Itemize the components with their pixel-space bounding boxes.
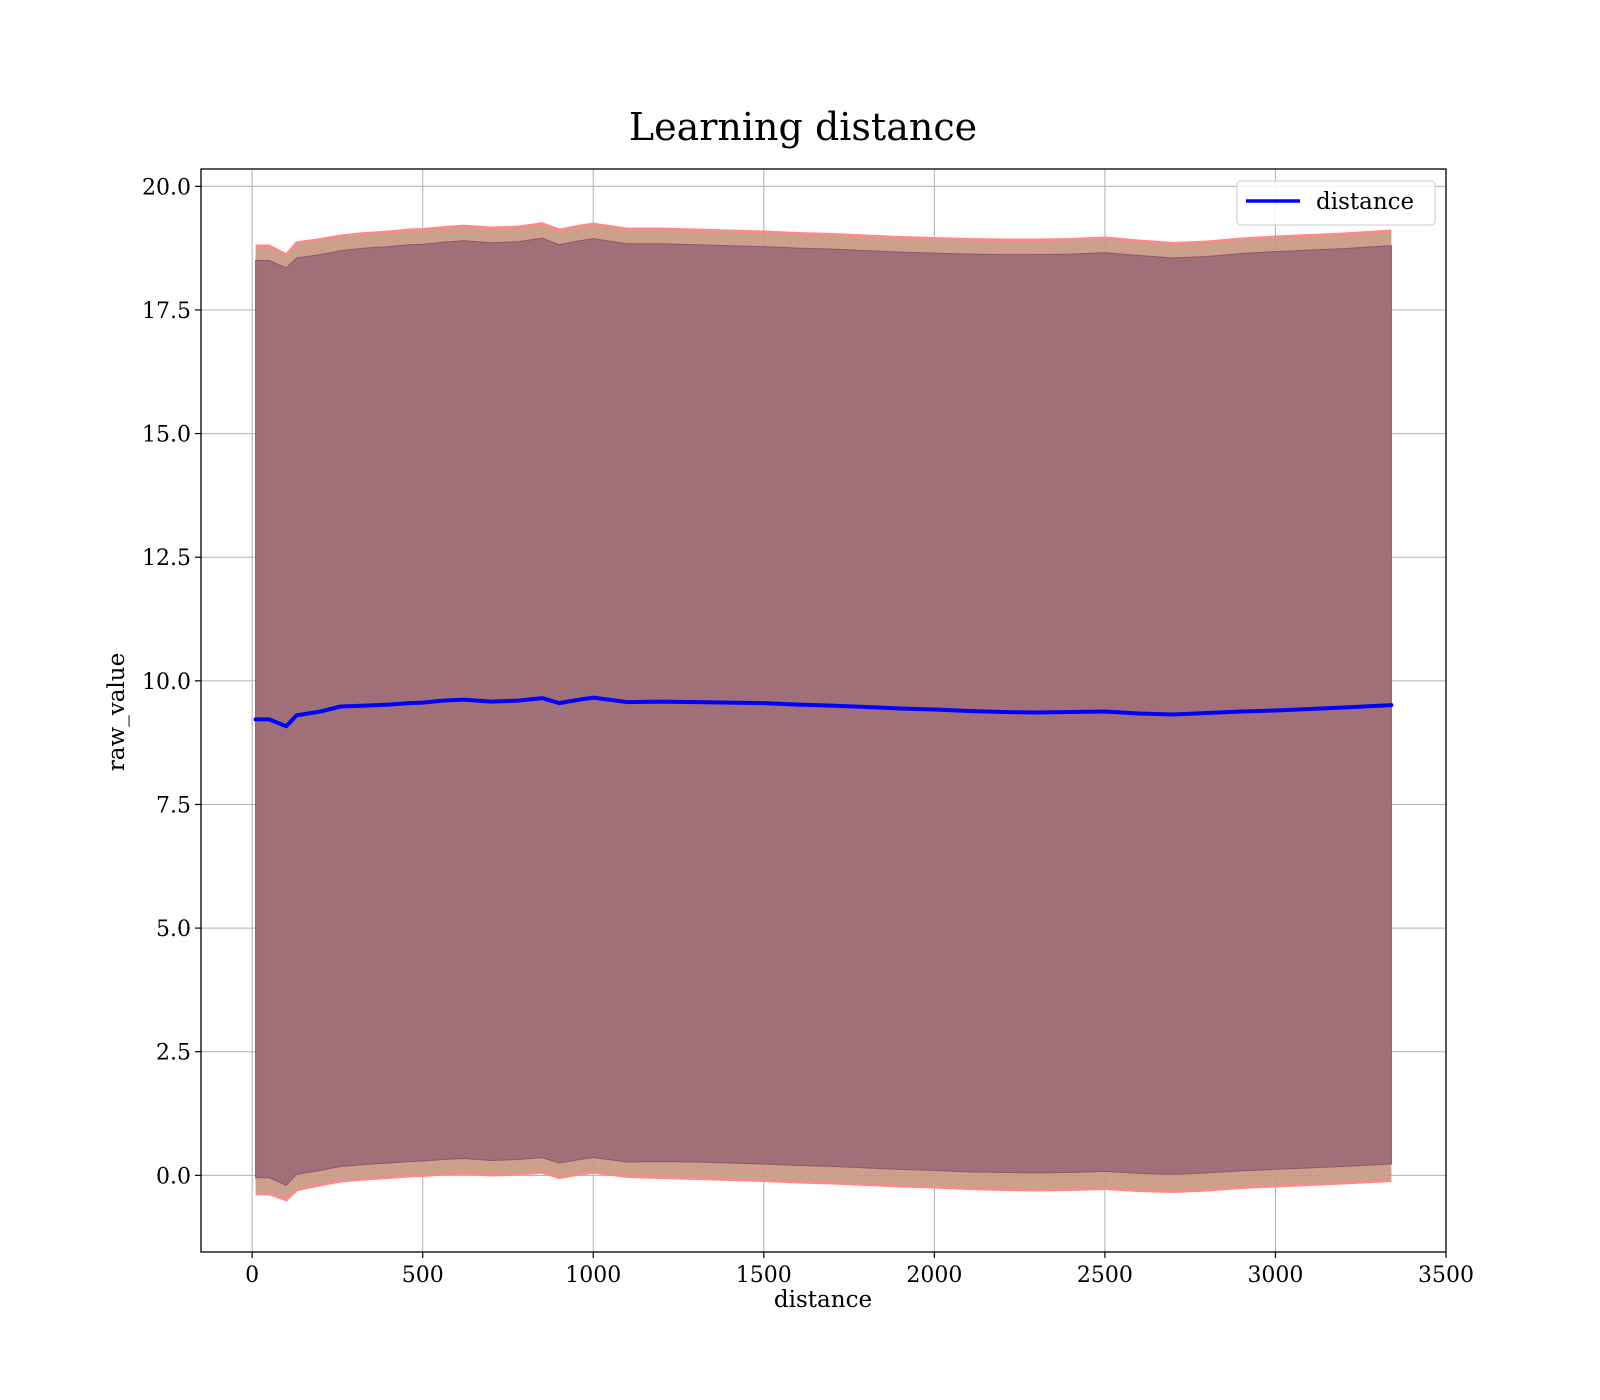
bands — [255, 222, 1392, 1202]
x-tick-label: 0 — [245, 1263, 259, 1288]
y-tick-label: 12.5 — [142, 546, 191, 571]
legend: distance — [1236, 180, 1436, 226]
y-tick-label: 17.5 — [142, 299, 191, 324]
y-tick-label: 20.0 — [142, 175, 191, 200]
x-tick-label: 2000 — [906, 1263, 962, 1288]
y-axis-ticks: 0.0 2.5 5.0 7.5 10.0 12.5 15.0 17.5 20.0 — [142, 175, 201, 1189]
outer-band-upper-edge — [255, 222, 1392, 257]
x-tick-label: 500 — [402, 1263, 444, 1288]
x-tick-label: 1000 — [565, 1263, 621, 1288]
y-axis-label: raw_value — [104, 653, 130, 771]
x-tick-label: 3500 — [1418, 1263, 1474, 1288]
chart-title: Learning distance — [629, 105, 977, 149]
y-tick-label: 10.0 — [142, 670, 191, 695]
y-tick-label: 7.5 — [156, 793, 191, 818]
x-tick-label: 2500 — [1077, 1263, 1133, 1288]
legend-box — [1236, 180, 1436, 226]
series-line-group — [253, 695, 1394, 729]
outer-band-lower-edge — [255, 1171, 1392, 1202]
x-axis-ticks: 0 500 1000 1500 2000 2500 3000 3500 — [245, 1252, 1474, 1288]
plot-frame — [200, 168, 1447, 1253]
x-tick-label: 3000 — [1247, 1263, 1303, 1288]
y-tick-label: 5.0 — [156, 917, 191, 942]
inner-band — [255, 237, 1392, 1186]
series-line-distance — [253, 695, 1394, 729]
y-tick-label: 0.0 — [156, 1164, 191, 1189]
x-axis-label: distance — [774, 1287, 872, 1313]
y-tick-label: 15.0 — [142, 423, 191, 448]
y-tick-label: 2.5 — [156, 1041, 191, 1066]
x-tick-label: 1500 — [736, 1263, 792, 1288]
legend-entry-distance: distance — [1316, 189, 1414, 215]
